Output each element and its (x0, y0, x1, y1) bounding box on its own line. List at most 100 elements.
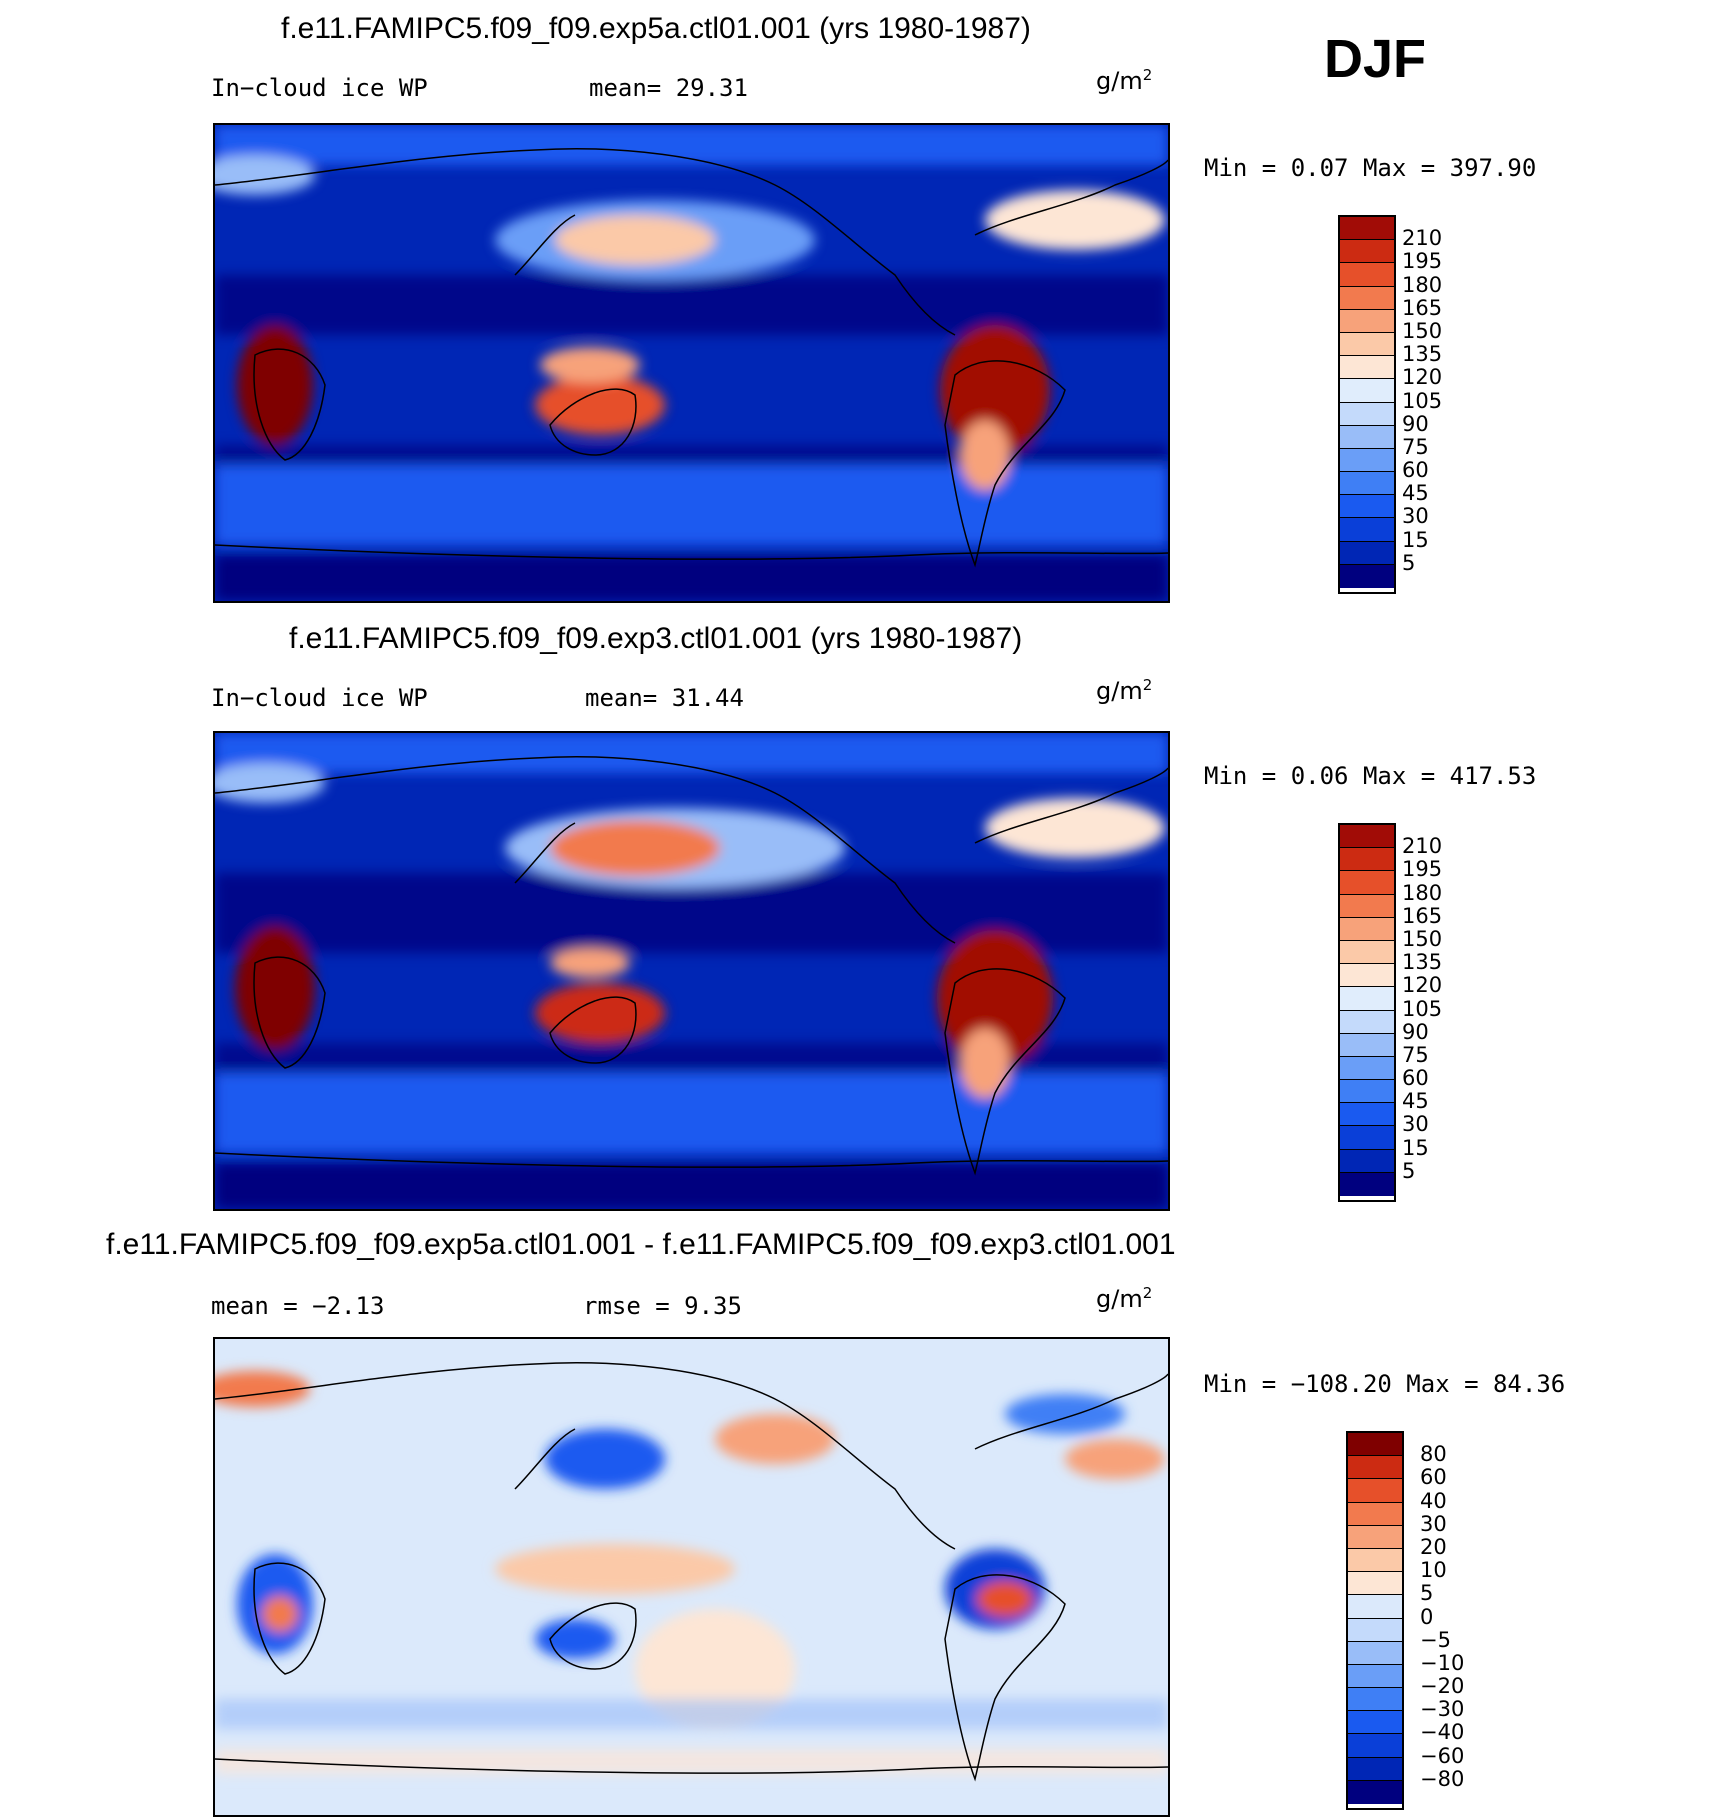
panel2-mean-label: mean= 31.44 (585, 684, 744, 712)
colorbar-level-label: −40 (1420, 1720, 1465, 1745)
colorbar-segment (1348, 1572, 1402, 1596)
panel1-map (213, 123, 1170, 603)
colorbar-segment (1348, 1433, 1402, 1457)
colorbar-segment (1340, 1033, 1394, 1057)
colorbar-segment (1340, 472, 1394, 496)
colorbar-level-label: 5 (1402, 1158, 1416, 1183)
panel1-units: g/m2 (1096, 66, 1153, 95)
colorbar-segment (1348, 1548, 1402, 1573)
colorbar-segment (1348, 1618, 1402, 1642)
panel3-minmax: Min = −108.20 Max = 84.36 (1204, 1370, 1566, 1398)
colorbar-segment (1340, 379, 1394, 403)
colorbar-segment (1340, 1010, 1394, 1034)
colorbar-segment (1340, 1149, 1394, 1173)
colorbar-segment (1348, 1688, 1402, 1712)
colorbar-segment (1340, 964, 1394, 988)
colorbar-segment (1340, 402, 1394, 426)
colorbar-level-label: 60 (1402, 1066, 1429, 1091)
colorbar-segment (1340, 1056, 1394, 1081)
colorbar-level-label: 210 (1402, 226, 1443, 251)
colorbar-level-label: 80 (1420, 1442, 1447, 1467)
colorbar-segment (1340, 332, 1394, 357)
colorbar-level-label: 150 (1402, 926, 1443, 951)
season-label: DJF (1324, 29, 1427, 89)
colorbar-level-label: 5 (1402, 550, 1416, 575)
colorbar-segment (1340, 848, 1394, 872)
colorbar-level-label: 75 (1402, 434, 1429, 459)
panel2-variable-label: In−cloud ice WP (211, 684, 428, 712)
panel3-units: g/m2 (1096, 1284, 1153, 1313)
colorbar-level-label: 135 (1402, 342, 1443, 367)
colorbar-level-label: −20 (1420, 1674, 1465, 1699)
colorbar-segment (1348, 1479, 1402, 1503)
colorbar-level-label: 20 (1420, 1534, 1447, 1559)
colorbar-segment (1340, 1126, 1394, 1150)
panel2-map (213, 731, 1170, 1211)
colorbar-level-label: 10 (1420, 1558, 1447, 1583)
colorbar-segment (1340, 286, 1394, 310)
colorbar-level-label: 0 (1420, 1604, 1434, 1629)
panel2-minmax: Min = 0.06 Max = 417.53 (1204, 762, 1537, 790)
colorbar-segment (1348, 1711, 1402, 1735)
panel1-mean-label: mean= 29.31 (589, 74, 748, 102)
colorbar-segment (1348, 1456, 1402, 1480)
colorbar-level-label: 165 (1402, 295, 1443, 320)
colorbar-level-label: 30 (1402, 504, 1429, 529)
colorbar-segment (1340, 217, 1394, 241)
colorbar-segment (1340, 1080, 1394, 1104)
colorbar-segment (1348, 1664, 1402, 1689)
colorbar-level-label: 150 (1402, 318, 1443, 343)
colorbar-segment (1340, 309, 1394, 333)
colorbar-segment (1340, 894, 1394, 918)
colorbar-segment (1348, 1595, 1402, 1619)
panel2-map-plot (215, 733, 1168, 1209)
panel1-map-plot (215, 125, 1168, 601)
colorbar-level-label: 45 (1402, 1089, 1429, 1114)
colorbar-level-label: 180 (1402, 272, 1443, 297)
colorbar-segment (1348, 1757, 1402, 1781)
colorbar-level-label: 195 (1402, 857, 1443, 882)
colorbar-level-label: 40 (1420, 1488, 1447, 1513)
colorbar-segment (1340, 1172, 1394, 1196)
panel3-rmse-label: rmse = 9.35 (583, 1292, 742, 1320)
colorbar-segment (1340, 495, 1394, 519)
colorbar-level-label: −60 (1420, 1743, 1465, 1768)
colorbar-level-label: −80 (1420, 1766, 1465, 1791)
colorbar-segment (1348, 1734, 1402, 1758)
colorbar-level-label: 120 (1402, 973, 1443, 998)
colorbar-segment (1340, 871, 1394, 895)
colorbar-level-label: 135 (1402, 950, 1443, 975)
colorbar-level-label: 5 (1420, 1581, 1434, 1606)
panel1-minmax: Min = 0.07 Max = 397.90 (1204, 154, 1537, 182)
panel3-mean-label: mean = −2.13 (211, 1292, 385, 1320)
colorbar-segment (1348, 1525, 1402, 1549)
colorbar-level-label: 195 (1402, 249, 1443, 274)
colorbar-level-label: 120 (1402, 365, 1443, 390)
colorbar-segment (1340, 987, 1394, 1011)
panel2-units: g/m2 (1096, 676, 1153, 705)
colorbar-segment (1340, 263, 1394, 287)
colorbar-level-label: 90 (1402, 411, 1429, 436)
colorbar-segment (1340, 940, 1394, 965)
panel2-title: f.e11.FAMIPC5.f09_f09.exp3.ctl01.001 (yr… (289, 622, 1023, 655)
colorbar-segment (1340, 564, 1394, 588)
colorbar-level-label: 30 (1420, 1511, 1447, 1536)
colorbar-segment (1340, 518, 1394, 542)
panel1-colorbar (1338, 215, 1396, 594)
colorbar-level-label: 15 (1402, 527, 1429, 552)
panel3-map-plot (215, 1339, 1168, 1815)
colorbar-level-label: −10 (1420, 1650, 1465, 1675)
colorbar-segment (1340, 1103, 1394, 1127)
colorbar-segment (1348, 1502, 1402, 1526)
panel3-colorbar (1346, 1431, 1404, 1810)
colorbar-level-label: 165 (1402, 903, 1443, 928)
panel3-title: f.e11.FAMIPC5.f09_f09.exp5a.ctl01.001 - … (106, 1228, 1176, 1261)
colorbar-segment (1340, 541, 1394, 565)
colorbar-level-label: 180 (1402, 880, 1443, 905)
panel1-variable-label: In−cloud ice WP (211, 74, 428, 102)
colorbar-level-label: −30 (1420, 1697, 1465, 1722)
colorbar-segment (1340, 825, 1394, 849)
colorbar-level-label: 105 (1402, 388, 1443, 413)
colorbar-level-label: 60 (1402, 458, 1429, 483)
colorbar-level-label: 90 (1402, 1019, 1429, 1044)
